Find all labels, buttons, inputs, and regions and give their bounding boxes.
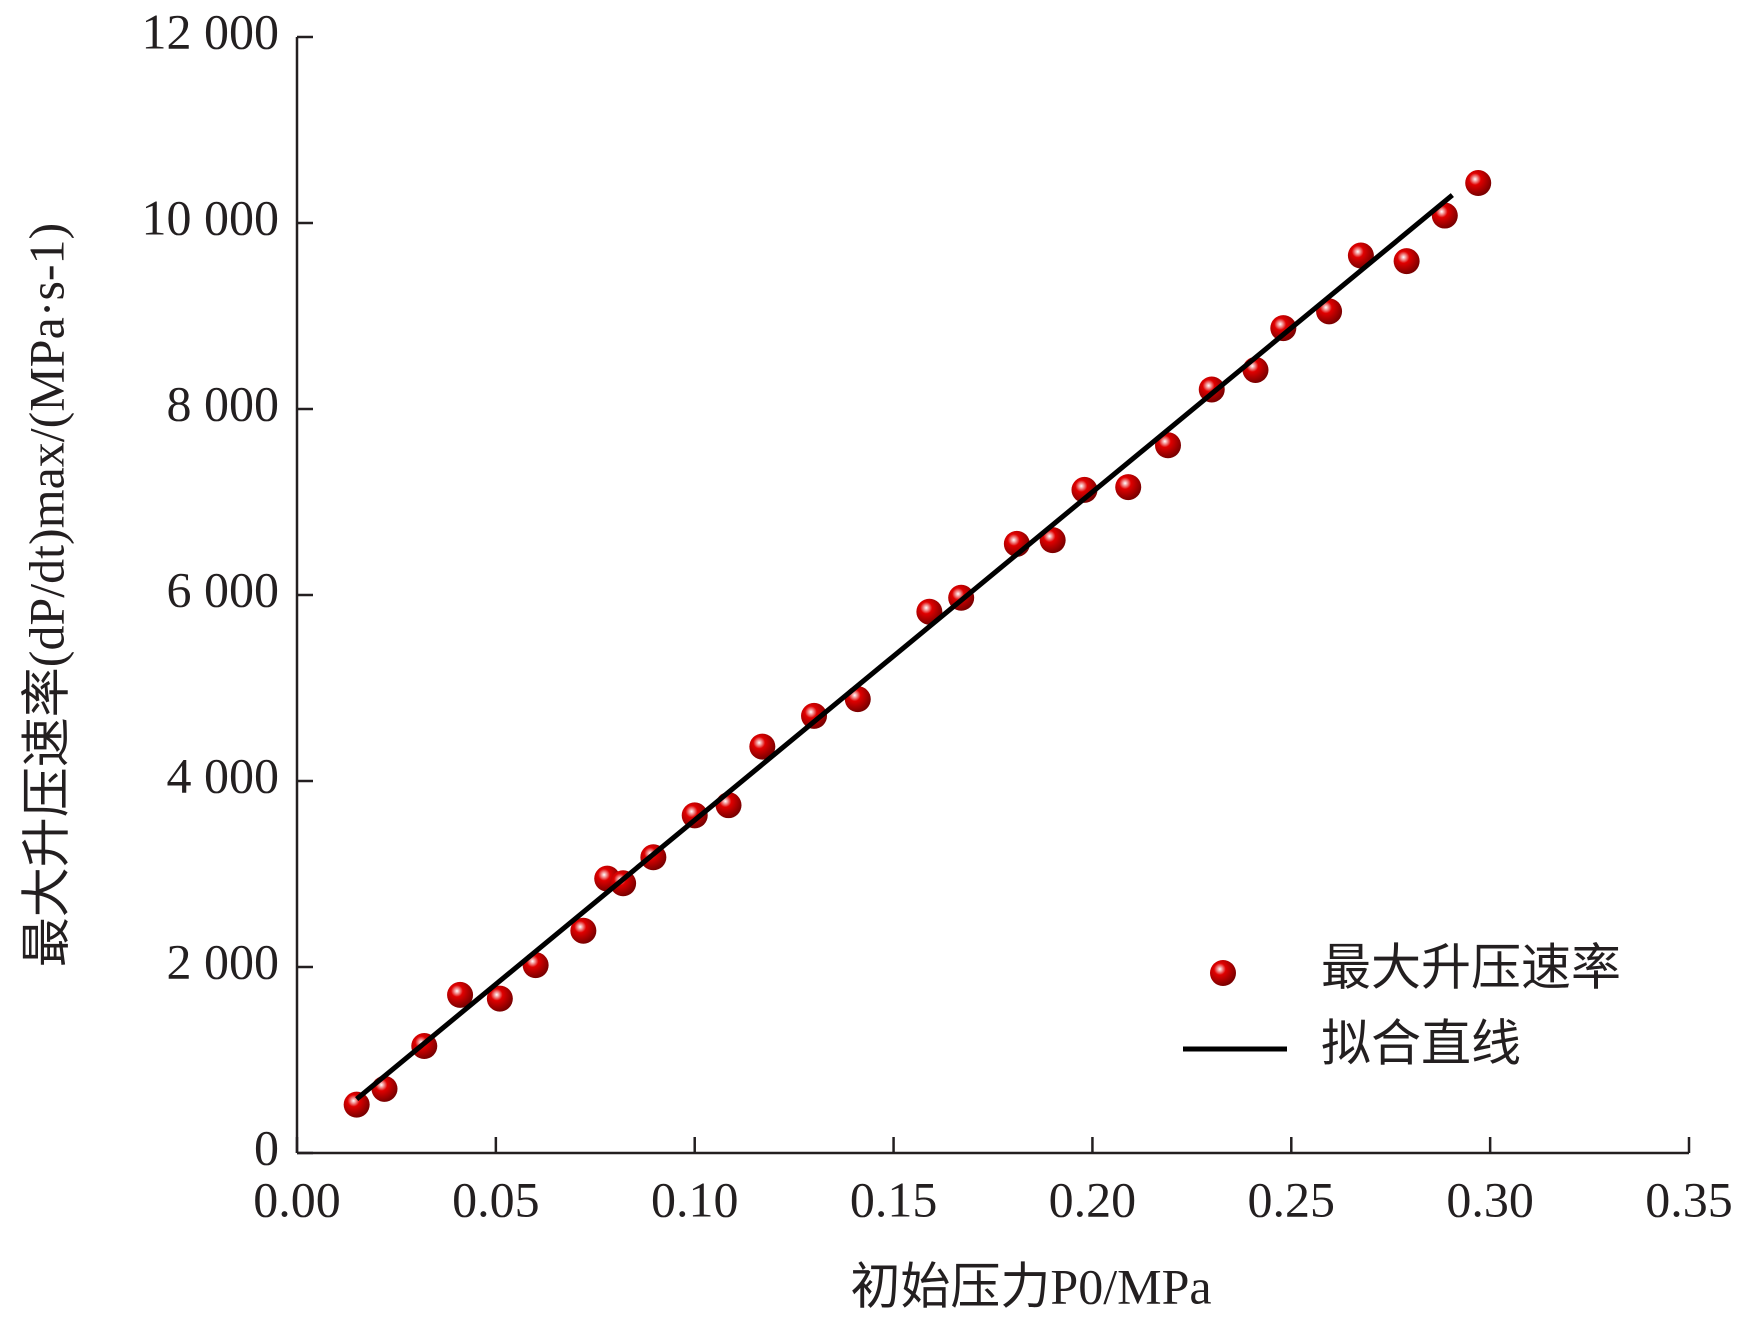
point: [343, 1091, 370, 1118]
point: [1465, 170, 1492, 197]
x-tick-label: 0.25: [1248, 1171, 1336, 1227]
point: [801, 702, 828, 729]
x-tick-label: 0.35: [1645, 1171, 1733, 1227]
point: [1270, 315, 1297, 342]
x-tick-label: 0.15: [850, 1171, 938, 1227]
point: [1039, 527, 1066, 554]
point: [1242, 356, 1269, 383]
point: [749, 733, 776, 760]
x-tick-label: 0.05: [452, 1171, 540, 1227]
point: [681, 802, 708, 829]
point: [570, 917, 597, 944]
legend-marker: [1210, 960, 1236, 986]
y-tick-label: 2 000: [167, 933, 280, 989]
legend-label: 拟合直线: [1321, 1015, 1521, 1071]
y-tick-label: 12 000: [142, 3, 280, 59]
x-tick-label: 0.30: [1446, 1171, 1534, 1227]
point: [371, 1075, 398, 1102]
point: [1154, 432, 1181, 459]
x-tick-label: 0.00: [253, 1171, 341, 1227]
x-tick-label: 0.20: [1049, 1171, 1137, 1227]
y-tick-label: 6 000: [167, 561, 280, 617]
y-tick-label: 0: [254, 1119, 279, 1175]
point: [715, 792, 742, 819]
x-axis-label: 初始压力P0/MPa: [850, 1258, 1211, 1314]
y-tick-label: 8 000: [167, 375, 280, 431]
fit-line: [355, 193, 1454, 1101]
point: [486, 985, 513, 1012]
point: [447, 981, 474, 1008]
y-tick-label: 10 000: [142, 189, 280, 245]
x-tick-label: 0.10: [651, 1171, 739, 1227]
point: [1115, 474, 1142, 501]
y-tick-label: 4 000: [167, 747, 280, 803]
legend-label: 最大升压速率: [1321, 939, 1621, 995]
y-axis-label: 最大升压速率(dP/dt)max/(MPa·s-1): [18, 223, 74, 967]
point: [1393, 248, 1420, 275]
